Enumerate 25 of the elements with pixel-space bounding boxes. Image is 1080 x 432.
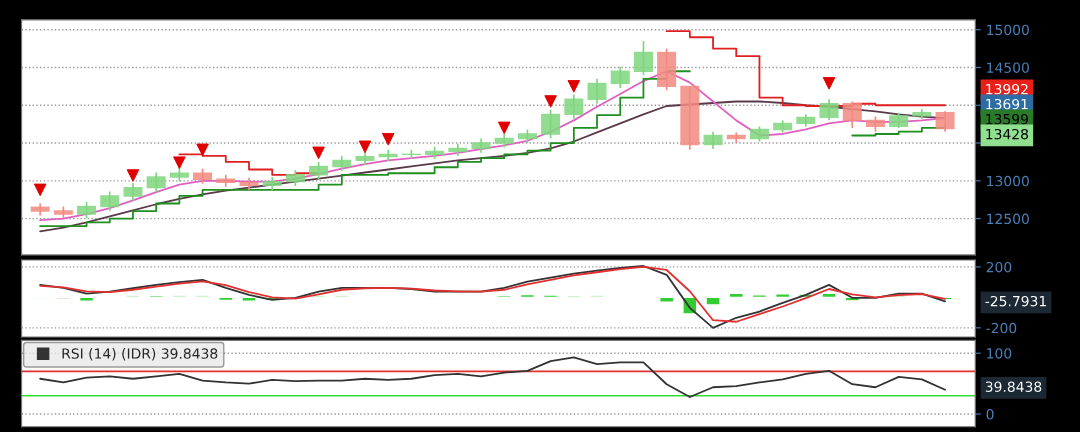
y-tick-label: 13000 (987, 175, 1029, 187)
y-tick-label: 200 (986, 261, 1012, 273)
candlestick (564, 93, 584, 120)
candlestick (935, 110, 955, 133)
candlestick (819, 98, 839, 122)
text: 39.8438 (985, 381, 1042, 392)
candlestick (587, 77, 607, 105)
y-tick-label: 14500 (987, 62, 1029, 73)
y-tick-label: 12500 (987, 213, 1029, 225)
legend-label: RSI (14) (IDR) 39.8438 (62, 348, 218, 361)
candlestick (842, 100, 862, 129)
text: 13428 (986, 128, 1029, 140)
candlestick (610, 65, 630, 89)
candlestick (633, 40, 653, 76)
y-tick-label: 100 (987, 348, 1012, 359)
text: 13992 (986, 83, 1028, 95)
candlestick (541, 108, 561, 140)
text: 13599 (986, 113, 1028, 125)
text: 13691 (986, 98, 1028, 110)
text: -25.7931 (985, 295, 1046, 307)
y-tick-label: 0 (986, 409, 994, 420)
y-tick-label: -200 (986, 322, 1017, 334)
candlestick (100, 190, 120, 212)
candlestick (146, 171, 166, 193)
y-tick-label: 15000 (987, 24, 1029, 36)
